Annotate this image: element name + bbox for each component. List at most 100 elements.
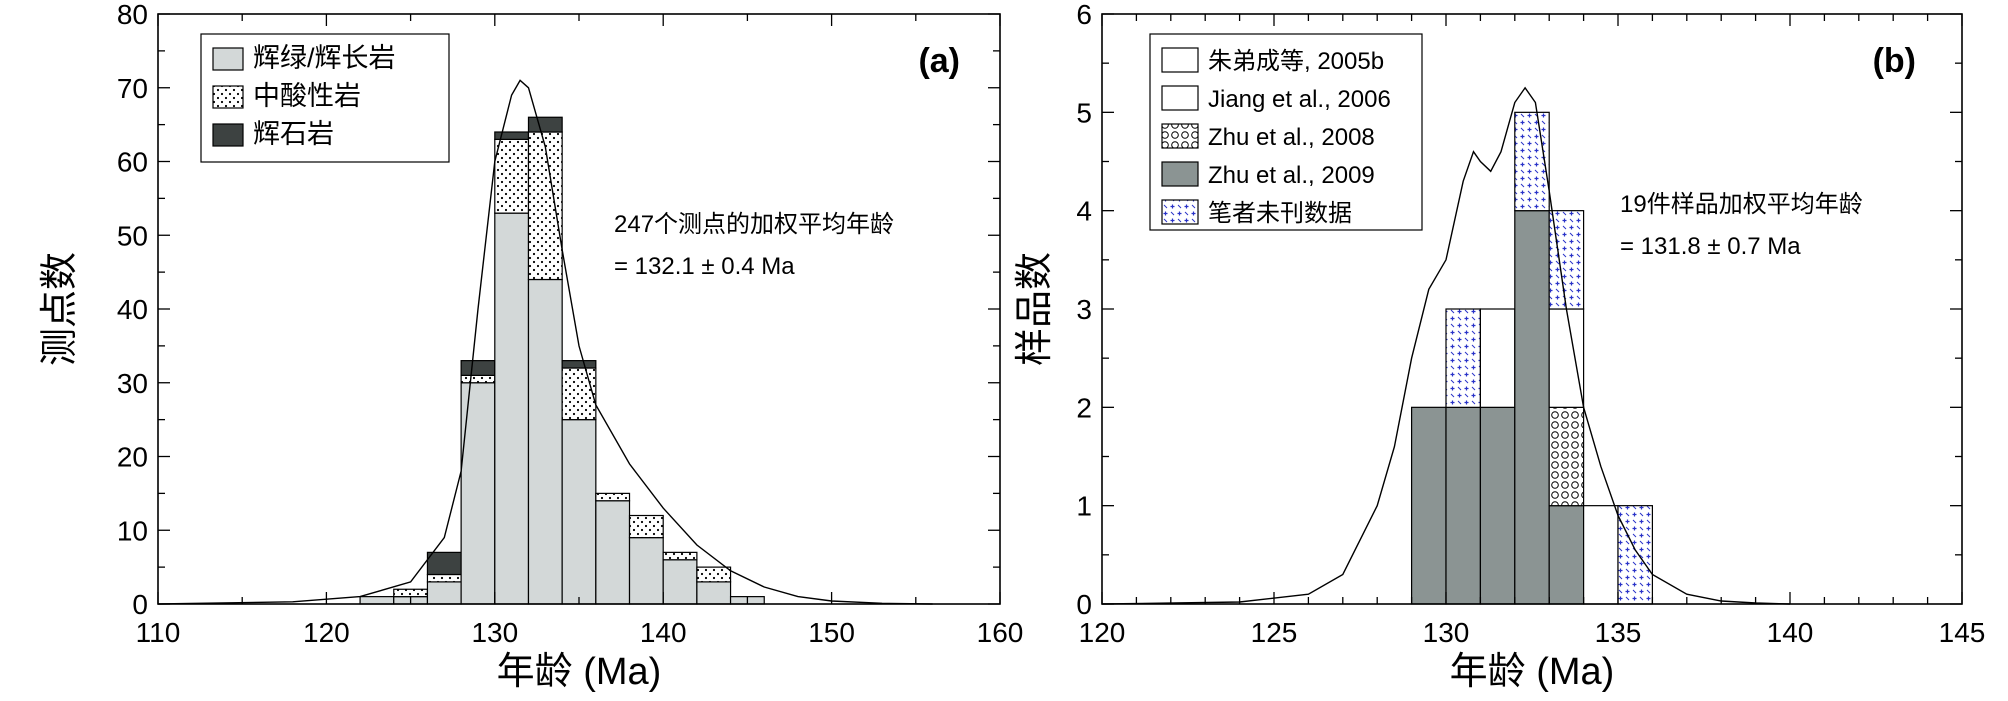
legend-label: Zhu et al., 2009	[1208, 162, 1375, 189]
y-tick-label: 80	[117, 0, 148, 30]
legend-swatch	[212, 47, 244, 71]
bar-segment	[1479, 406, 1516, 605]
density-curve	[1101, 86, 1791, 605]
x-tick-label: 110	[136, 617, 181, 648]
bar-segment	[561, 360, 597, 369]
x-tick-label: 130	[1423, 617, 1470, 648]
legend-label: Zhu et al., 2008	[1208, 124, 1375, 151]
panel-a: 110 120 130 140 150 160 0 10 20 30 40 50 60 70 80 年龄 (M…	[39, 0, 1023, 693]
bar-segment	[1445, 406, 1482, 605]
y-tick-label: 70	[117, 73, 148, 104]
bar-segment	[662, 551, 698, 561]
x-axis: 110 120 130 140 150 160	[136, 14, 1024, 648]
bar-segment	[460, 360, 496, 376]
x-tick-label: 135	[1595, 617, 1642, 648]
bar-segment	[628, 514, 664, 539]
bar-segment	[1548, 308, 1585, 408]
bar-segment	[527, 278, 563, 605]
y-tick-label: 10	[117, 515, 148, 546]
y-tick-label: 1	[1076, 491, 1092, 522]
x-tick-label: 140	[640, 617, 687, 648]
x-axis: 120 125 130 135 140 145	[1079, 14, 1986, 648]
bar-segment	[628, 537, 664, 605]
bar-segment	[1479, 308, 1516, 408]
x-axis-label: 年龄 (Ma)	[497, 651, 662, 693]
legend-swatch	[1161, 47, 1199, 73]
bar-segment	[1445, 308, 1482, 408]
legend-label: 辉石岩	[253, 119, 334, 149]
y-axis-label: 测点数	[39, 252, 81, 366]
y-axis: 0 10 20 30 40 50 60 70 80	[117, 0, 1000, 620]
bar-segment	[662, 559, 698, 605]
bar-segment	[460, 374, 496, 384]
panel-b: 120 125 130 135 140 145 0 1 2 3 4 5 6 年龄 (Ma) 样品数 (b) 19…	[1014, 0, 1985, 693]
bar-segment	[494, 131, 530, 140]
y-tick-label: 20	[117, 442, 148, 473]
bar-segment	[426, 551, 462, 576]
y-tick-label: 50	[117, 220, 148, 251]
bar-segment	[527, 131, 563, 281]
y-tick-label: 2	[1076, 392, 1092, 423]
x-tick-label: 150	[808, 617, 855, 648]
bar-segment	[561, 367, 597, 421]
bar-segment	[1582, 505, 1619, 605]
y-axis: 0 1 2 3 4 5 6	[1076, 0, 1962, 620]
legend: 朱弟成等, 2005b Jiang et al., 2006 Zhu et al.,…	[1149, 33, 1423, 231]
bar-segment	[393, 588, 429, 598]
bar-segment	[561, 419, 597, 605]
x-axis-label: 年龄 (Ma)	[1450, 651, 1615, 693]
bar-segment	[1514, 210, 1550, 605]
bar-segment	[494, 138, 530, 214]
bar-segment	[595, 492, 631, 502]
bar-segment	[359, 596, 395, 605]
y-axis-label: 样品数	[1014, 252, 1056, 366]
annotation-text: = 132.1 ± 0.4 Ma	[614, 253, 795, 280]
y-tick-label: 60	[117, 147, 148, 178]
bar-segment	[1548, 406, 1585, 507]
bar-segment	[1617, 505, 1654, 605]
y-tick-label: 0	[132, 589, 148, 620]
bar-segment	[696, 566, 732, 583]
legend-label: 中酸性岩	[253, 81, 361, 111]
y-tick-label: 6	[1076, 0, 1092, 30]
bars	[1410, 111, 1654, 605]
panel-label: (a)	[918, 42, 960, 80]
density-curve	[157, 79, 933, 605]
bar-segment	[426, 581, 462, 605]
legend-label: 朱弟成等, 2005b	[1208, 48, 1384, 75]
bar-segment	[1514, 111, 1550, 212]
y-tick-label: 3	[1076, 294, 1092, 325]
x-tick-label: 145	[1939, 617, 1986, 648]
legend-label: 笔者未刊数据	[1208, 200, 1352, 227]
bar-segment	[494, 212, 530, 605]
bar-segment	[595, 500, 631, 605]
annotation-text: 247个测点的加权平均年龄	[614, 211, 894, 238]
legend-swatch	[1161, 85, 1199, 111]
y-tick-label: 4	[1076, 196, 1092, 227]
bars	[359, 116, 765, 605]
legend-label: 辉绿/辉长岩	[253, 43, 396, 73]
x-tick-label: 125	[1251, 617, 1298, 648]
legend-swatch	[212, 123, 244, 147]
x-tick-label: 120	[1079, 617, 1126, 648]
x-tick-label: 120	[303, 617, 350, 648]
bar-segment	[1548, 505, 1585, 605]
bar-segment	[426, 573, 462, 583]
legend-swatch	[1161, 123, 1199, 149]
x-tick-label: 140	[1767, 617, 1814, 648]
y-tick-label: 30	[117, 368, 148, 399]
legend-swatch	[1161, 199, 1199, 225]
legend-swatch	[212, 85, 244, 109]
panel-label: (b)	[1873, 42, 1916, 80]
annotation-text: = 131.8 ± 0.7 Ma	[1620, 233, 1801, 260]
legend-swatch	[1161, 161, 1199, 187]
bar-segment	[1410, 406, 1447, 605]
y-tick-label: 40	[117, 294, 148, 325]
y-tick-label: 5	[1076, 97, 1092, 128]
legend-label: Jiang et al., 2006	[1208, 86, 1391, 113]
x-tick-label: 160	[977, 617, 1024, 648]
annotation-text: 19件样品加权平均年龄	[1620, 191, 1863, 218]
